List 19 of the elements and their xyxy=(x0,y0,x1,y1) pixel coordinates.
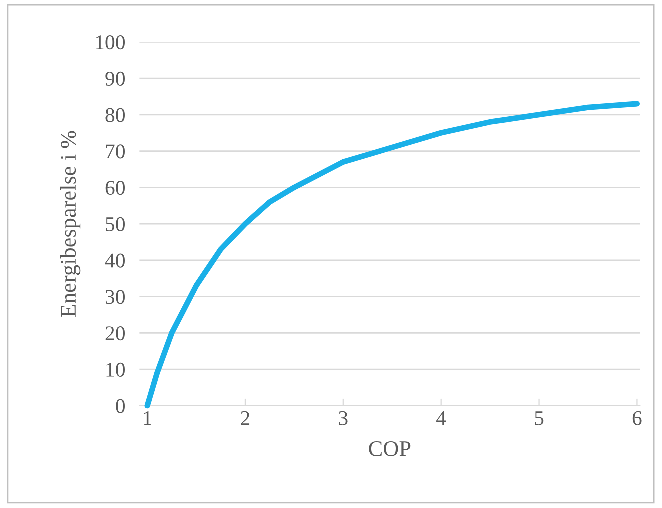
y-tick-label: 60 xyxy=(106,181,125,196)
y-tick-label: 30 xyxy=(106,290,125,304)
x-tick-label: 1 xyxy=(144,411,152,426)
y-tick-label: 90 xyxy=(106,72,125,86)
y-tick-label: 40 xyxy=(105,254,125,268)
y-tick-label: 70 xyxy=(106,144,125,159)
x-tick-label: 3 xyxy=(339,411,348,426)
x-tick-label: 6 xyxy=(632,411,642,426)
y-tick-label: 20 xyxy=(106,326,125,341)
y-axis-title: Energibesparelse i % xyxy=(60,131,81,317)
x-tick-label: 4 xyxy=(436,411,446,426)
y-tick-label: 0 xyxy=(116,399,125,414)
y-tick-label: 50 xyxy=(106,217,125,232)
x-tick-label: 5 xyxy=(535,412,544,426)
y-tick-label: 10 xyxy=(106,362,125,377)
y-tick-label: 80 xyxy=(106,108,125,122)
y-tick-label: 100 xyxy=(96,36,125,50)
x-tick-label: 2 xyxy=(241,411,250,426)
x-axis-title: COP xyxy=(369,441,411,456)
